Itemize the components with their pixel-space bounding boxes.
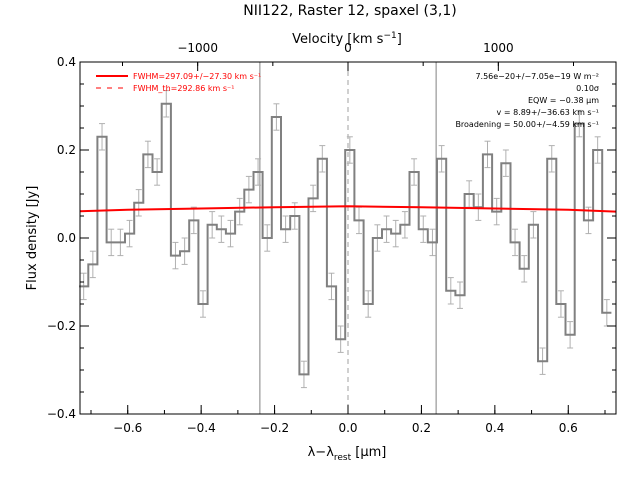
annotation-eqw: EQW = −0.38 μm	[528, 96, 599, 105]
annotation-flux: 7.56e−20+/−7.05e−19 W m⁻²	[475, 72, 599, 81]
top-tick-label: 1000	[483, 41, 514, 55]
annotation-broadening: Broadening = 50.00+/−4.59 km s⁻¹	[455, 120, 599, 129]
axes-ticks: −0.6 −0.4 −0.2 0.0 0.2 0.4 0.6 −0.4 −0.2 0.0 0.2 0.…	[47, 41, 616, 435]
y-tick-label: −0.4	[47, 407, 76, 421]
x-tick-label: 0.6	[559, 421, 578, 435]
x-tick-label: −0.6	[113, 421, 142, 435]
annotation-significance: 0.10σ	[576, 84, 599, 93]
legend: FWHM=297.09+/−27.30 km s⁻¹ FWHM_th=292.8…	[96, 72, 261, 93]
annotations: 7.56e−20+/−7.05e−19 W m⁻² 0.10σ EQW = −0…	[455, 72, 599, 129]
y-tick-label: 0.2	[57, 143, 76, 157]
x-tick-label: 0.4	[485, 421, 504, 435]
fit-curve	[79, 205, 617, 213]
y-tick-label: 0.0	[57, 231, 76, 245]
x-tick-label: −0.4	[187, 421, 216, 435]
annotation-velocity: v = 8.89+/−36.63 km s⁻¹	[497, 108, 599, 117]
top-tick-label: −1000	[177, 41, 218, 55]
chart-title: NII122, Raster 12, spaxel (3,1)	[243, 3, 456, 19]
top-axis-label: Velocity [km s−1]	[292, 31, 402, 47]
top-axis-label-tail: ]	[397, 32, 402, 47]
x-axis-label-base: λ−λ	[308, 445, 335, 460]
top-tick-label: 0	[344, 41, 352, 55]
top-axis-label-sup: −1	[383, 31, 396, 41]
x-tick-label: −0.2	[260, 421, 289, 435]
data-step-series	[79, 102, 612, 376]
y-tick-label: −0.2	[47, 319, 76, 333]
x-axis-label: λ−λrest [μm]	[308, 445, 387, 463]
legend-fwhm-th-label: FWHM_th=292.86 km s⁻¹	[133, 84, 234, 93]
top-axis-label-base: Velocity [km s	[292, 32, 384, 47]
x-tick-label: 0.2	[412, 421, 431, 435]
x-tick-label: 0.0	[338, 421, 357, 435]
y-tick-label: 0.4	[57, 55, 76, 69]
legend-fwhm-label: FWHM=297.09+/−27.30 km s⁻¹	[133, 72, 261, 81]
x-axis-label-sub: rest	[334, 453, 352, 463]
y-axis-label: Flux density [Jy]	[25, 186, 40, 291]
x-axis-label-unit: [μm]	[351, 445, 386, 460]
